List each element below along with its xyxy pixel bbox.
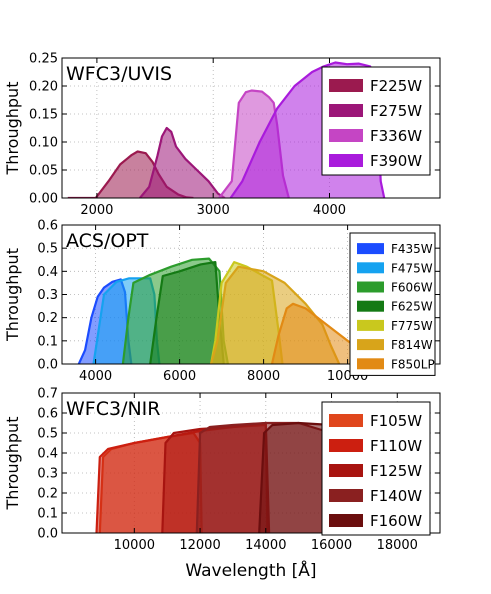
panel1-legend-swatch-F336W — [329, 129, 363, 142]
panel3-legend-label-F160W: F160W — [370, 512, 422, 530]
panel3-xtick-label-1: 12000 — [179, 538, 220, 553]
panel3-ylabel: Throughput — [3, 417, 22, 511]
panel3-legend-swatch-F110W — [329, 439, 363, 452]
x-axis-label: Wavelength [Å] — [185, 559, 316, 581]
panel3-xtick-label-4: 18000 — [377, 538, 418, 553]
panel2-ytick-label-1: 0.1 — [37, 334, 58, 349]
panel3-ytick-label-7: 0.7 — [37, 387, 58, 402]
panel1-legend-swatch-F225W — [329, 79, 363, 92]
panel1-ytick-label-5: 0.25 — [29, 52, 58, 67]
panel3-ytick-label-1: 0.1 — [37, 507, 58, 522]
panel2-legend-label-F850LP: F850LP — [391, 357, 435, 371]
panel2-xtick-label-1: 6000 — [163, 369, 196, 384]
panel1-legend-label-F390W: F390W — [370, 152, 422, 170]
panel2-ytick-label-2: 0.2 — [37, 311, 58, 326]
panel1-ytick-label-2: 0.10 — [29, 136, 58, 151]
panel2-legend-label-F775W: F775W — [391, 319, 433, 333]
panel2-legend-swatch-F606W — [357, 281, 384, 293]
panel2-legend-label-F435W: F435W — [391, 242, 433, 256]
panel2-ytick-label-4: 0.4 — [37, 265, 58, 280]
panel3-legend-label-F125W: F125W — [370, 462, 422, 480]
panel2-legend-swatch-F475W — [357, 262, 384, 274]
panel2-legend-swatch-F775W — [357, 319, 384, 331]
panel2-ytick-label-3: 0.3 — [37, 288, 58, 303]
panel3-ytick-label-4: 0.4 — [37, 447, 58, 462]
panel2-ytick-label-5: 0.5 — [37, 242, 58, 257]
panel1-ytick-label-3: 0.15 — [29, 108, 58, 123]
panel1-ytick-label-0: 0.00 — [29, 192, 58, 207]
panel2-legend-label-F814W: F814W — [391, 338, 433, 352]
panel3-legend-swatch-F140W — [329, 489, 363, 502]
panel1-legend-label-F275W: F275W — [370, 102, 422, 120]
panel3-legend-swatch-F160W — [329, 514, 363, 527]
panel3-legend-label-F140W: F140W — [370, 487, 422, 505]
panel1-legend-swatch-F390W — [329, 154, 363, 167]
panel3-ytick-label-2: 0.2 — [37, 487, 58, 502]
panel2-legend-label-F475W: F475W — [391, 261, 433, 275]
panel1-series-F275W-line — [139, 126, 226, 198]
panel3-ytick-label-3: 0.3 — [37, 467, 58, 482]
panel3-legend-label-F110W: F110W — [370, 437, 422, 455]
panel3-chart: 10000 12000 14000 16000 18000 0.0 0.1 0.2 0.3 0.4… — [3, 387, 441, 553]
panel1-legend-swatch-F275W — [329, 104, 363, 117]
panel2-legend-swatch-F435W — [357, 243, 384, 255]
panel1-frame — [61, 57, 441, 199]
panel2-title: ACS/OPT — [66, 230, 149, 252]
panel2-legend-swatch-F814W — [357, 339, 384, 351]
panel1-series-F275W-area — [139, 128, 225, 198]
panel1-ytick-label-1: 0.05 — [29, 164, 58, 179]
panel2-xtick-label-2: 8000 — [247, 369, 280, 384]
panel3-legend-swatch-F105W — [329, 414, 363, 427]
panel2-chart: 4000 6000 8000 100000.00.10.20.30.40.50.6Th… — [3, 219, 441, 384]
panel3-legend-label-F105W: F105W — [370, 412, 422, 430]
panel3-xtick-label-3: 16000 — [311, 538, 352, 553]
panel2-ytick-label-6: 0.6 — [37, 219, 58, 234]
panel2-ylabel: Throughput — [3, 248, 22, 342]
panel2-series-F850LP-area — [272, 303, 390, 364]
panel2-legend-label-F606W: F606W — [391, 281, 433, 295]
panel1-title: WFC3/UVIS — [66, 63, 172, 85]
panel3-xtick-label-2: 14000 — [245, 538, 286, 553]
panel1-legend-label-F336W: F336W — [370, 127, 422, 145]
panel2-legend-swatch-F850LP — [357, 358, 384, 370]
panel2-ytick-label-0: 0.0 — [37, 358, 58, 373]
panel1-chart: 2000 3000 4000 0.00 0.05 0.10 0.15 0.20 0.25 Thro… — [3, 52, 441, 218]
panel3-title: WFC3/NIR — [66, 398, 161, 420]
panel1-xtick-label-0: 2000 — [80, 203, 113, 218]
panel2-legend-swatch-F625W — [357, 300, 384, 312]
panel3-legend-swatch-F125W — [329, 464, 363, 477]
panel1-xtick-label-1: 3000 — [197, 203, 230, 218]
panel2-xtick-label-0: 4000 — [79, 369, 112, 384]
panel3-series-group — [95, 421, 363, 533]
panel3-xtick-label-0: 10000 — [114, 538, 155, 553]
panel2-legend-label-F625W: F625W — [391, 300, 433, 314]
panel3-ytick-label-0: 0.0 — [37, 527, 58, 542]
panel1-ytick-label-4: 0.20 — [29, 80, 58, 95]
panel3-ytick-label-6: 0.6 — [37, 407, 58, 422]
panel3-ytick-label-5: 0.5 — [37, 427, 58, 442]
panel1-legend-label-F225W: F225W — [370, 77, 422, 95]
panel2-series-F625W-area — [150, 262, 224, 364]
panel3-frame — [61, 392, 441, 534]
panel1-ylabel: Throughput — [3, 82, 22, 176]
panel2-series-group — [77, 257, 391, 364]
panel1-xtick-label-2: 4000 — [313, 203, 346, 218]
